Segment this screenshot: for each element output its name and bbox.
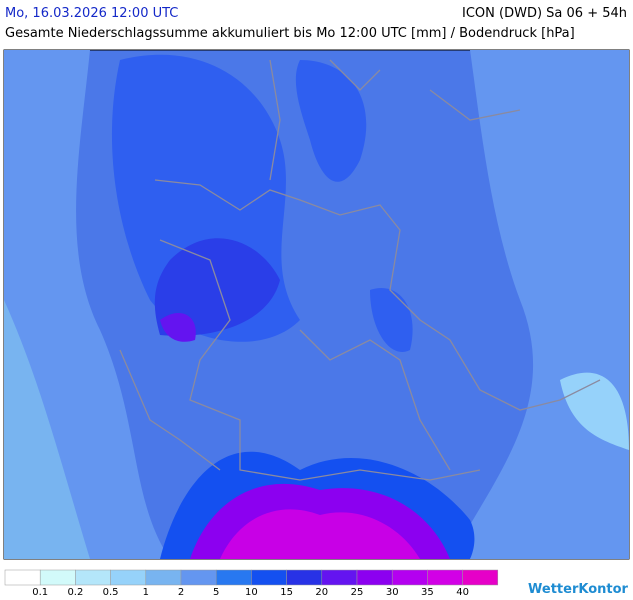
- legend-label: 0.1: [32, 587, 48, 598]
- model-run: ICON (DWD) Sa 06 + 54h: [462, 6, 627, 21]
- legend-swatch: [75, 569, 111, 586]
- legend-label: 0.2: [67, 587, 83, 598]
- legend-label: 2: [178, 587, 184, 598]
- precip-area: [154, 238, 280, 336]
- precip-area: [295, 60, 367, 182]
- legend-swatch: [286, 569, 323, 586]
- legend-swatch: [391, 569, 428, 586]
- subtitle: Gesamte Niederschlagssumme akkumuliert b…: [5, 26, 575, 41]
- precip-area: [450, 50, 629, 559]
- legend-label: 35: [421, 587, 434, 598]
- legend-swatch: [215, 569, 252, 586]
- legend-label: 0.5: [103, 587, 119, 598]
- legend-swatch: [145, 569, 182, 586]
- precip-area: [4, 300, 90, 559]
- legend-swatch: [462, 569, 499, 586]
- precip-area: [370, 288, 413, 352]
- precip-area: [160, 312, 196, 342]
- legend-label: 30: [386, 587, 399, 598]
- legend-swatch: [39, 569, 76, 586]
- legend-swatch: [321, 569, 358, 586]
- datetime: Mo, 16.03.2026 12:00 UTC: [5, 6, 179, 21]
- legend-swatch: [110, 569, 147, 586]
- legend-swatch: [4, 569, 41, 586]
- precip-area: [220, 509, 420, 559]
- brand: WetterKontor: [528, 582, 628, 597]
- legend-label: 1: [143, 587, 149, 598]
- legend-label: 5: [213, 587, 219, 598]
- legend-swatch: [356, 569, 393, 586]
- legend-swatch: [251, 569, 287, 586]
- legend-label: 15: [280, 587, 293, 598]
- legend-swatch: [180, 569, 217, 586]
- legend-label: 40: [456, 587, 469, 598]
- legend-swatch: [427, 569, 463, 586]
- legend-label: 20: [315, 587, 328, 598]
- legend: 0.1 0.2 0.5 1 2 5 10 15 20 25 30 35 40: [4, 569, 499, 598]
- border-line: [119, 59, 601, 481]
- legend-label: 10: [245, 587, 258, 598]
- legend-label: 25: [351, 587, 364, 598]
